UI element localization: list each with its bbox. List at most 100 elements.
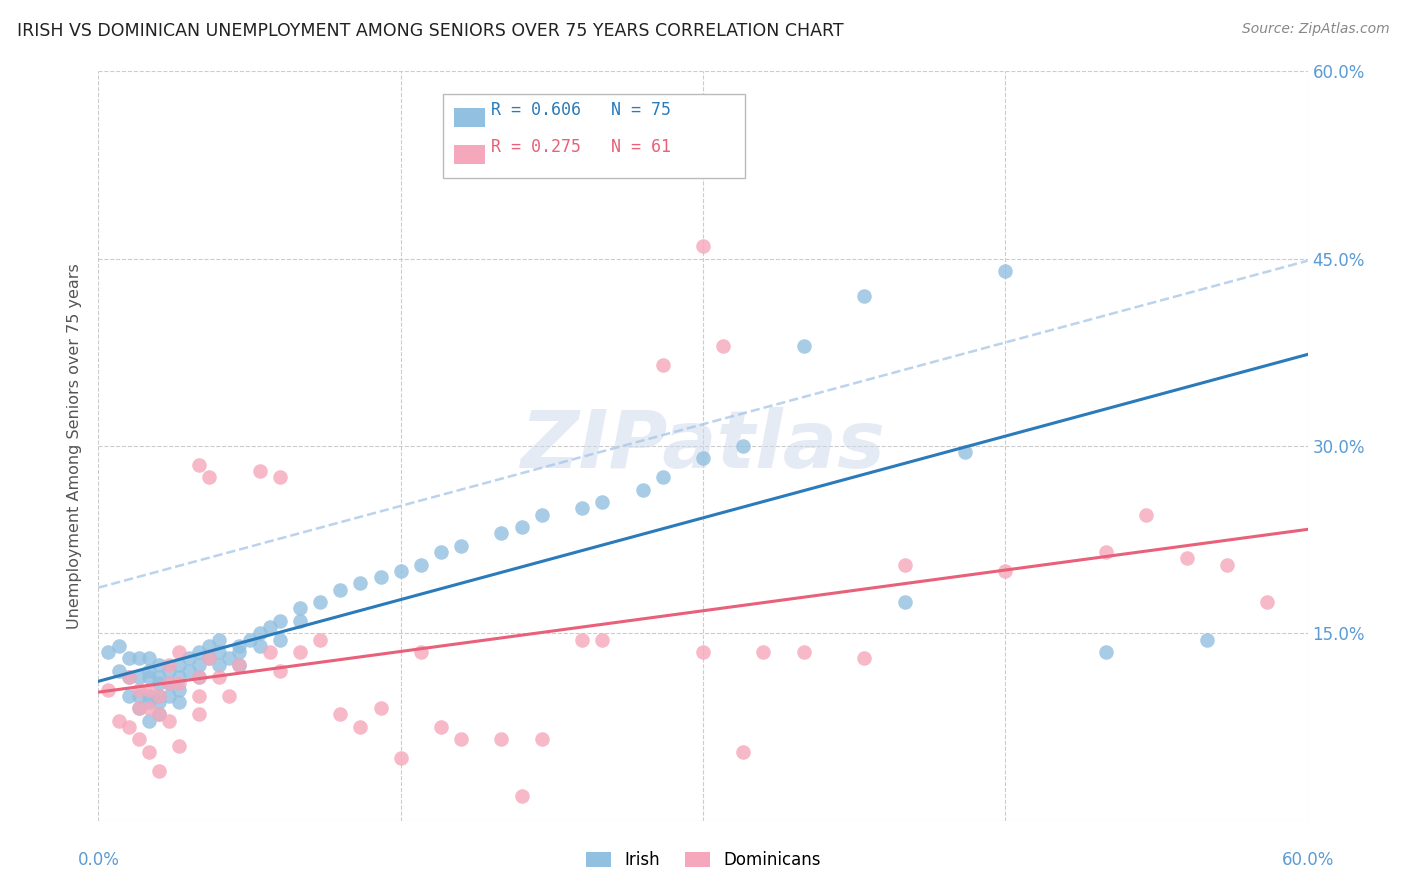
Point xyxy=(994,264,1017,278)
Point xyxy=(450,732,472,747)
Point xyxy=(128,701,150,715)
Point xyxy=(571,501,593,516)
Point xyxy=(228,657,250,672)
Text: Source: ZipAtlas.com: Source: ZipAtlas.com xyxy=(1241,22,1389,37)
Point xyxy=(651,470,673,484)
Point xyxy=(157,657,180,672)
Point xyxy=(853,651,876,665)
Point xyxy=(430,545,453,559)
Point xyxy=(1175,551,1198,566)
Point xyxy=(148,707,170,722)
Point xyxy=(148,689,170,703)
Point xyxy=(218,689,240,703)
Point xyxy=(711,339,734,353)
Point xyxy=(148,707,170,722)
Point xyxy=(591,495,613,509)
Point xyxy=(530,732,553,747)
Point xyxy=(157,689,180,703)
Point xyxy=(157,714,180,728)
Point xyxy=(1195,632,1218,647)
Point xyxy=(409,645,432,659)
Legend: Irish, Dominicans: Irish, Dominicans xyxy=(579,845,827,876)
Point xyxy=(118,651,141,665)
Point xyxy=(138,670,160,684)
Point xyxy=(994,564,1017,578)
Point xyxy=(1256,595,1278,609)
Point xyxy=(329,582,352,597)
Point xyxy=(239,632,262,647)
Point xyxy=(430,720,453,734)
Point xyxy=(269,664,291,678)
Point xyxy=(167,739,190,753)
Point xyxy=(571,632,593,647)
Point xyxy=(148,695,170,709)
Point xyxy=(491,732,513,747)
Text: R = 0.606   N = 75: R = 0.606 N = 75 xyxy=(491,101,671,119)
Point xyxy=(530,508,553,522)
Point xyxy=(138,651,160,665)
Point xyxy=(157,664,180,678)
Text: 0.0%: 0.0% xyxy=(77,851,120,869)
Text: IRISH VS DOMINICAN UNEMPLOYMENT AMONG SENIORS OVER 75 YEARS CORRELATION CHART: IRISH VS DOMINICAN UNEMPLOYMENT AMONG SE… xyxy=(17,22,844,40)
Point xyxy=(288,614,311,628)
Point xyxy=(1095,545,1118,559)
Point xyxy=(167,682,190,697)
Point xyxy=(288,645,311,659)
Point xyxy=(167,645,190,659)
Point xyxy=(269,614,291,628)
Point xyxy=(148,764,170,778)
Y-axis label: Unemployment Among Seniors over 75 years: Unemployment Among Seniors over 75 years xyxy=(67,263,83,629)
Point xyxy=(288,601,311,615)
Text: R = 0.275   N = 61: R = 0.275 N = 61 xyxy=(491,138,671,156)
Point xyxy=(128,670,150,684)
Point xyxy=(198,639,221,653)
Point xyxy=(752,645,775,659)
Point xyxy=(148,670,170,684)
Point xyxy=(450,539,472,553)
Point xyxy=(107,639,129,653)
Point xyxy=(179,651,201,665)
Point xyxy=(208,670,231,684)
Point xyxy=(1095,645,1118,659)
Point xyxy=(198,470,221,484)
Point xyxy=(118,689,141,703)
Point xyxy=(167,657,190,672)
Point xyxy=(128,689,150,703)
Point xyxy=(692,451,714,466)
Point xyxy=(157,676,180,690)
Point xyxy=(107,664,129,678)
Point xyxy=(188,707,211,722)
Point xyxy=(228,639,250,653)
Point xyxy=(309,632,332,647)
Point xyxy=(138,701,160,715)
Point xyxy=(389,564,412,578)
Point xyxy=(651,358,673,372)
Point xyxy=(389,751,412,765)
Text: ZIPatlas: ZIPatlas xyxy=(520,407,886,485)
Point xyxy=(370,570,392,584)
Point xyxy=(692,645,714,659)
Point xyxy=(259,620,281,634)
Point xyxy=(510,789,533,803)
Point xyxy=(228,645,250,659)
Point xyxy=(148,657,170,672)
Point xyxy=(793,645,815,659)
Point xyxy=(893,558,915,572)
Point xyxy=(631,483,654,497)
Point xyxy=(269,632,291,647)
Point xyxy=(349,576,371,591)
Point xyxy=(733,439,755,453)
Point xyxy=(349,720,371,734)
Point xyxy=(188,657,211,672)
Point xyxy=(138,695,160,709)
Text: 60.0%: 60.0% xyxy=(1281,851,1334,869)
Point xyxy=(692,239,714,253)
Point xyxy=(167,676,190,690)
Point xyxy=(309,595,332,609)
Point xyxy=(128,732,150,747)
Point xyxy=(1216,558,1239,572)
Point xyxy=(510,520,533,534)
Point xyxy=(128,701,150,715)
Point xyxy=(128,651,150,665)
Point xyxy=(208,657,231,672)
